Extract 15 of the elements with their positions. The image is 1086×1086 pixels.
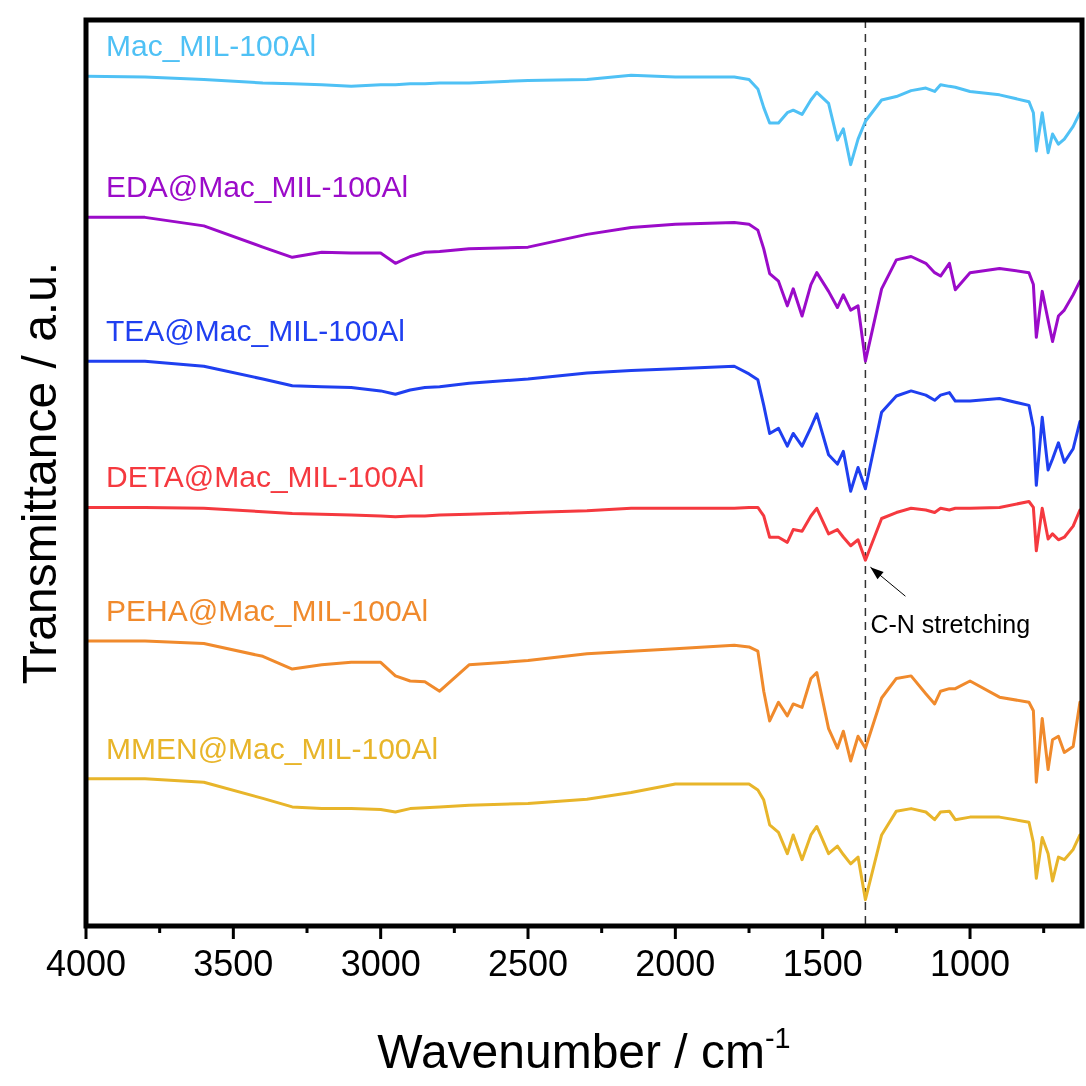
x-tick-label: 3500 xyxy=(193,942,274,984)
series-label: Mac_MIL-100Al xyxy=(106,29,317,63)
y-axis-title: Transmittance / a.u. xyxy=(13,261,66,685)
x-tick-label: 2000 xyxy=(635,942,716,984)
series-label: MMEN@Mac_MIL-100Al xyxy=(106,731,439,765)
x-tick-label: 1500 xyxy=(782,942,863,984)
x-tick-label: 3000 xyxy=(340,942,421,984)
x-tick-label: 1000 xyxy=(929,942,1011,984)
series-label: DETA@Mac_MIL-100Al xyxy=(106,460,425,494)
x-tick-label: 4000 xyxy=(45,942,127,984)
annotation: C-N stretching xyxy=(870,610,1031,639)
series-label: PEHA@Mac_MIL-100Al xyxy=(106,594,429,628)
series-label: EDA@Mac_MIL-100Al xyxy=(106,170,409,204)
x-tick-label: 2500 xyxy=(487,942,569,984)
series-label: TEA@Mac_MIL-100Al xyxy=(106,314,405,348)
